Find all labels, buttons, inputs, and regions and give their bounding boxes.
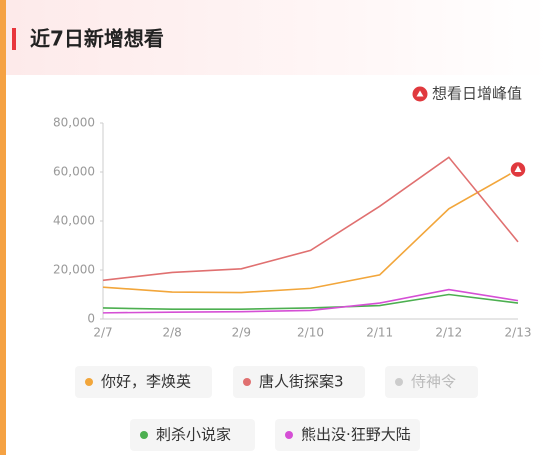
peak-legend-tri bbox=[416, 90, 424, 97]
legend-label: 熊出没·狂野大陆 bbox=[301, 426, 411, 444]
legend-item[interactable]: 唐人街探案3 bbox=[233, 366, 365, 398]
header-bg bbox=[6, 0, 550, 75]
legend-label: 刺杀小说家 bbox=[156, 426, 231, 444]
legend-item[interactable]: 熊出没·狂野大陆 bbox=[275, 419, 420, 451]
y-tick-label: 40,000 bbox=[53, 214, 95, 228]
legend-dot bbox=[285, 431, 293, 439]
legend-dot bbox=[243, 378, 251, 386]
x-tick-label: 2/11 bbox=[366, 326, 393, 340]
legend-dot bbox=[395, 378, 403, 386]
legend-label: 你好，李焕英 bbox=[101, 373, 191, 391]
x-tick-label: 2/10 bbox=[297, 326, 324, 340]
legend-item[interactable]: 刺杀小说家 bbox=[130, 419, 255, 451]
y-tick-label: 20,000 bbox=[53, 263, 95, 277]
legend-button bbox=[130, 419, 255, 451]
legend-item[interactable]: 侍神令 bbox=[385, 366, 478, 398]
y-tick-label: 80,000 bbox=[53, 116, 95, 130]
legend-dot bbox=[85, 378, 93, 386]
series-line bbox=[102, 293, 519, 310]
edge-stripe bbox=[0, 0, 6, 455]
legend-label: 侍神令 bbox=[411, 373, 456, 391]
legend-button bbox=[233, 366, 365, 398]
chart-title: 近7日新增想看 bbox=[30, 27, 164, 51]
legend-button bbox=[385, 366, 478, 398]
peak-icon bbox=[514, 165, 522, 173]
x-tick-label: 2/7 bbox=[93, 326, 112, 340]
legend-button bbox=[275, 419, 420, 451]
series-line bbox=[102, 168, 519, 294]
legend-label: 唐人街探案3 bbox=[259, 373, 344, 391]
y-tick-label: 60,000 bbox=[53, 165, 95, 179]
y-tick-label: 0 bbox=[87, 312, 95, 326]
x-tick-label: 2/13 bbox=[505, 326, 532, 340]
peak-marker bbox=[509, 160, 527, 179]
title-bar bbox=[12, 28, 16, 50]
x-tick-label: 2/12 bbox=[435, 326, 462, 340]
legend-dot bbox=[140, 431, 148, 439]
series-line bbox=[102, 156, 519, 282]
x-tick-label: 2/9 bbox=[232, 326, 251, 340]
series-line bbox=[102, 288, 519, 314]
legend-button bbox=[75, 366, 212, 398]
legend-item[interactable]: 你好，李焕英 bbox=[75, 366, 212, 398]
x-tick-label: 2/8 bbox=[163, 326, 182, 340]
peak-legend-label: 想看日增峰值 bbox=[432, 85, 522, 103]
